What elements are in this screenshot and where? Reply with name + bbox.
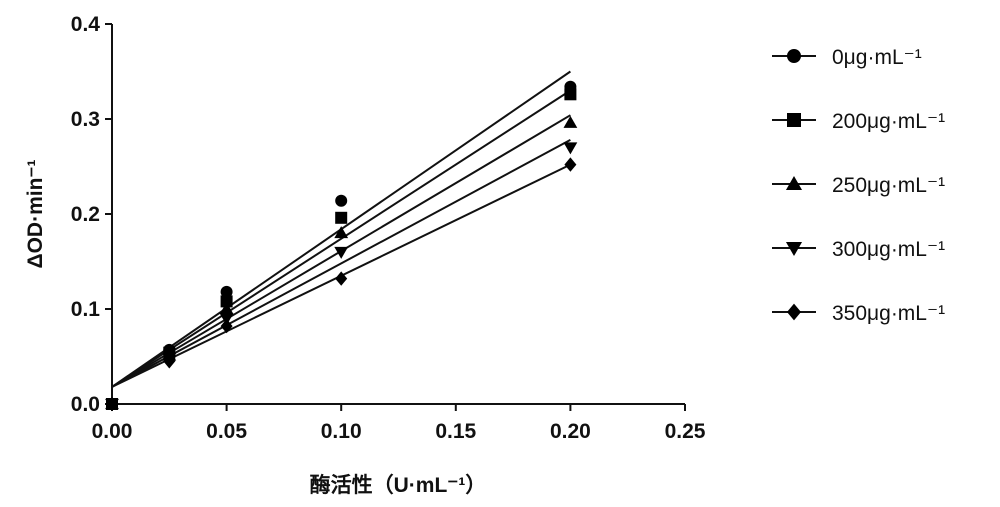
- data-point: [563, 115, 578, 128]
- x-tick-label: 0.25: [665, 420, 706, 443]
- y-tick-label: 0.0: [71, 393, 100, 416]
- legend-label: 250μg·mL⁻¹: [832, 174, 945, 197]
- x-tick-label: 0.10: [321, 420, 362, 443]
- legend-label: 300μg·mL⁻¹: [832, 238, 945, 261]
- data-point: [219, 302, 234, 315]
- legend-marker: [787, 49, 801, 63]
- data-point: [220, 285, 233, 298]
- fit-line: [111, 89, 571, 388]
- y-axis-title: ΔOD·min⁻¹: [24, 159, 47, 268]
- legend-label: 350μg·mL⁻¹: [832, 302, 945, 325]
- data-point: [220, 295, 233, 308]
- legend: 0μg·mL⁻¹ 200μg·mL⁻¹ 250μg·mL⁻¹ 300μg·mL⁻¹ 35…: [772, 46, 945, 325]
- x-tick-label: 0.00: [92, 420, 133, 443]
- legend-marker: [787, 113, 801, 127]
- data-point: [563, 142, 578, 155]
- data-points: [105, 80, 578, 412]
- data-point: [335, 194, 348, 207]
- data-point: [163, 354, 176, 369]
- x-tick-label: 0.20: [550, 420, 591, 443]
- data-point: [564, 88, 577, 101]
- data-point: [564, 157, 577, 172]
- y-tick-label: 0.2: [71, 203, 100, 226]
- y-tick-label: 0.1: [71, 298, 101, 321]
- data-point: [106, 396, 118, 412]
- legend-marker: [785, 242, 803, 257]
- data-point: [335, 271, 348, 286]
- x-tick-label: 0.15: [435, 420, 476, 443]
- y-tick-label: 0.4: [71, 13, 101, 36]
- data-point: [334, 226, 349, 239]
- x-axis-title: 酶活性（U·mL⁻¹）: [310, 473, 487, 497]
- data-point: [334, 246, 349, 259]
- data-point: [335, 211, 348, 224]
- fit-line: [111, 139, 571, 388]
- legend-label: 0μg·mL⁻¹: [832, 46, 922, 69]
- legend-marker: [785, 175, 803, 190]
- legend-label: 200μg·mL⁻¹: [832, 110, 945, 133]
- legend-marker: [787, 303, 801, 321]
- y-tick-label: 0.3: [71, 108, 100, 131]
- x-tick-label: 0.05: [206, 420, 247, 443]
- axes: 0.0 0.1 0.2 0.3 0.4 0.00 0.05 0.10 0.15 0.20 0.25: [71, 13, 706, 443]
- data-point: [220, 318, 233, 334]
